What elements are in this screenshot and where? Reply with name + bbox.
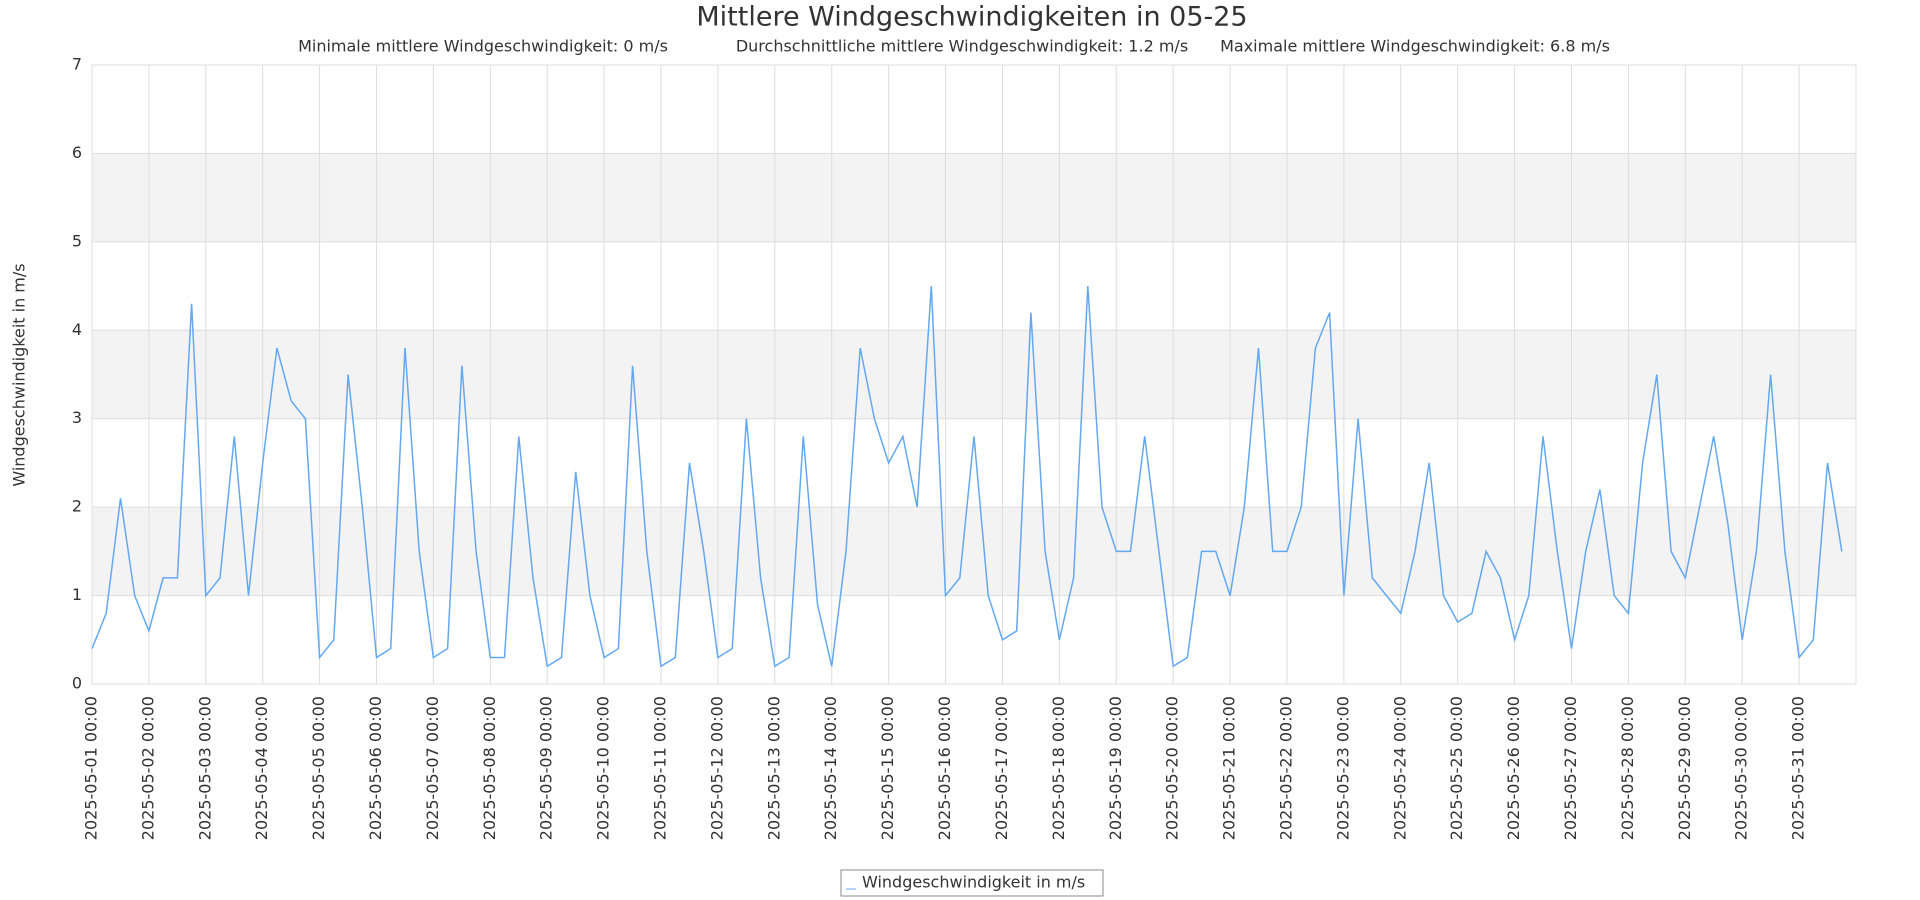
x-tick-label: 2025-05-25 00:00 — [1447, 696, 1466, 840]
x-tick-label: 2025-05-05 00:00 — [309, 696, 328, 840]
y-tick-label: 3 — [72, 408, 82, 427]
x-tick-label: 2025-05-16 00:00 — [935, 696, 954, 840]
x-tick-label: 2025-05-29 00:00 — [1675, 696, 1694, 840]
x-tick-label: 2025-05-01 00:00 — [82, 696, 101, 840]
x-tick-label: 2025-05-28 00:00 — [1618, 696, 1637, 840]
x-tick-label: 2025-05-19 00:00 — [1106, 696, 1125, 840]
x-tick-label: 2025-05-30 00:00 — [1732, 696, 1751, 840]
x-tick-label: 2025-05-08 00:00 — [480, 696, 499, 840]
chart-title: Mittlere Windgeschwindigkeiten in 05-25 — [696, 2, 1247, 33]
x-tick-label: 2025-05-14 00:00 — [821, 696, 840, 840]
y-tick-label: 0 — [72, 674, 82, 693]
x-tick-label: 2025-05-22 00:00 — [1276, 696, 1295, 840]
x-tick-label: 2025-05-21 00:00 — [1220, 696, 1239, 840]
y-tick-label: 2 — [72, 497, 82, 516]
y-tick-label: 6 — [72, 143, 82, 162]
legend: Windgeschwindigkeit in m/s — [840, 869, 1104, 897]
y-tick-label: 1 — [72, 585, 82, 604]
x-tick-label: 2025-05-02 00:00 — [138, 696, 157, 840]
legend-label: Windgeschwindigkeit in m/s — [862, 873, 1085, 892]
grid-band — [92, 153, 1856, 242]
x-tick-label: 2025-05-23 00:00 — [1333, 696, 1352, 840]
x-tick-label: 2025-05-11 00:00 — [651, 696, 670, 840]
x-tick-label: 2025-05-12 00:00 — [707, 696, 726, 840]
chart-subtitle: Maximale mittlere Windgeschwindigkeit: 6… — [1220, 37, 1610, 56]
x-tick-label: 2025-05-07 00:00 — [423, 696, 442, 840]
x-tick-label: 2025-05-03 00:00 — [195, 696, 214, 840]
y-tick-label: 4 — [72, 320, 82, 339]
grid-band — [92, 330, 1856, 419]
chart-subtitle: Minimale mittlere Windgeschwindigkeit: 0… — [298, 37, 668, 56]
x-tick-label: 2025-05-06 00:00 — [366, 696, 385, 840]
x-tick-label: 2025-05-27 00:00 — [1561, 696, 1580, 840]
data-line — [91, 286, 1843, 668]
chart-subtitle: Durchschnittliche mittlere Windgeschwind… — [736, 37, 1188, 56]
y-axis-label: Windgeschwindigkeit in m/s — [10, 263, 29, 486]
x-tick-label: 2025-05-10 00:00 — [594, 696, 613, 840]
x-tick-label: 2025-05-09 00:00 — [537, 696, 556, 840]
x-tick-label: 2025-05-17 00:00 — [992, 696, 1011, 840]
grid-band — [92, 507, 1856, 596]
x-tick-label: 2025-05-20 00:00 — [1163, 696, 1182, 840]
x-tick-label: 2025-05-31 00:00 — [1789, 696, 1808, 840]
x-tick-label: 2025-05-13 00:00 — [764, 696, 783, 840]
x-tick-label: 2025-05-24 00:00 — [1390, 696, 1409, 840]
x-tick-label: 2025-05-15 00:00 — [878, 696, 897, 840]
x-tick-label: 2025-05-04 00:00 — [252, 696, 271, 840]
x-tick-label: 2025-05-18 00:00 — [1049, 696, 1068, 840]
x-tick-label: 2025-05-26 00:00 — [1504, 696, 1523, 840]
legend-box — [840, 869, 1104, 897]
y-tick-label: 5 — [72, 231, 82, 250]
plot-border — [91, 64, 1857, 685]
y-tick-label: 7 — [72, 55, 82, 74]
